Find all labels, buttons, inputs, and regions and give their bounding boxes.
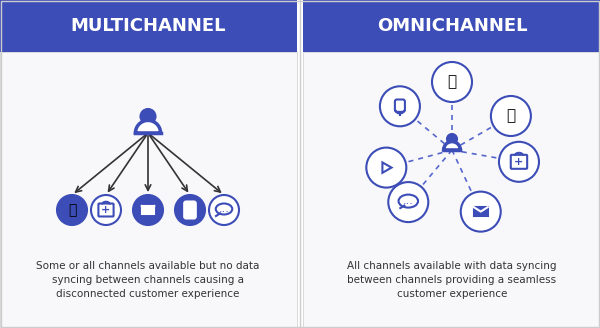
FancyBboxPatch shape [0,0,297,52]
Circle shape [140,109,155,124]
Text: ...: ... [218,204,229,214]
Circle shape [499,142,539,182]
FancyBboxPatch shape [303,52,600,328]
Circle shape [380,86,420,126]
Circle shape [175,195,205,225]
Text: +: + [514,157,524,167]
FancyBboxPatch shape [0,52,297,328]
Wedge shape [443,142,460,150]
Text: OMNICHANNEL: OMNICHANNEL [377,17,527,35]
Circle shape [133,195,163,225]
Circle shape [57,195,87,225]
Text: ...: ... [403,196,414,206]
Text: 🖥: 🖥 [448,74,457,90]
Ellipse shape [216,203,232,215]
FancyBboxPatch shape [303,0,600,52]
Circle shape [367,148,406,188]
Circle shape [209,195,239,225]
Circle shape [461,192,501,232]
Text: Some or all channels available but no data
syncing between channels causing a
di: Some or all channels available but no da… [37,261,260,299]
Text: 👍: 👍 [506,109,515,124]
Text: 🖥: 🖥 [68,203,76,217]
Polygon shape [382,162,392,173]
Wedge shape [136,120,161,133]
Circle shape [388,182,428,222]
Ellipse shape [398,195,418,208]
FancyBboxPatch shape [474,207,488,216]
FancyBboxPatch shape [511,155,527,169]
Text: All channels available with data syncing
between channels providing a seamless
c: All channels available with data syncing… [347,261,557,299]
FancyBboxPatch shape [395,99,405,112]
Circle shape [432,62,472,102]
FancyBboxPatch shape [98,203,113,216]
Text: MULTICHANNEL: MULTICHANNEL [70,17,226,35]
FancyBboxPatch shape [184,201,196,218]
Circle shape [491,96,531,136]
FancyBboxPatch shape [142,206,154,214]
Circle shape [447,134,457,144]
Circle shape [91,195,121,225]
Text: +: + [101,205,110,215]
